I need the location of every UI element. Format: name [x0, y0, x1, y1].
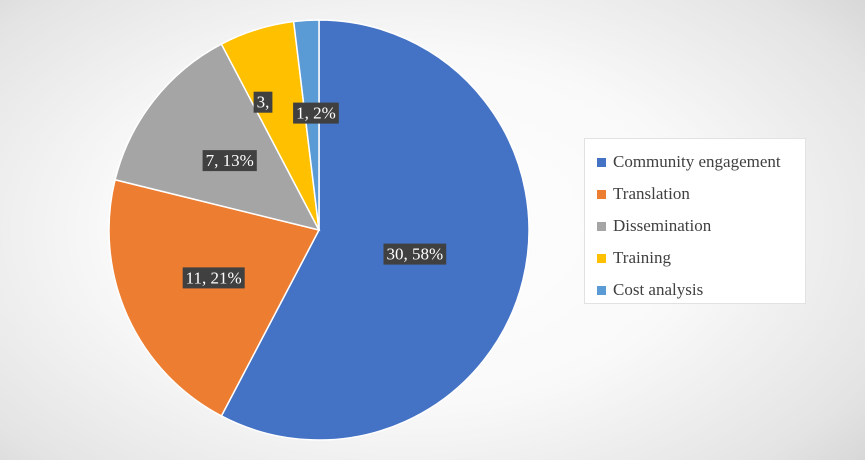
data-label-text: 1, 2% — [296, 104, 336, 123]
legend-swatch-training — [597, 253, 606, 263]
legend-label-cost-analysis: Cost analysis — [613, 280, 704, 299]
legend-swatch-dissemination — [597, 221, 606, 231]
legend: Community engagement Translation Dissemi… — [584, 138, 806, 304]
legend-item: Translation — [597, 178, 805, 210]
data-label-box — [293, 102, 339, 124]
data-label-text: 30, 58% — [386, 245, 443, 264]
legend-item: Cost analysis — [597, 274, 805, 306]
data-label-text: 7, 13% — [206, 151, 254, 170]
legend-swatch-cost-analysis — [597, 285, 606, 295]
legend-item: Training — [597, 242, 805, 274]
data-label-text: 11, 21% — [186, 268, 242, 287]
legend-label-translation: Translation — [613, 184, 690, 203]
pie-slice-cost-analysis — [292, 19, 320, 231]
pie-slice-dissemination — [114, 43, 321, 232]
pie-slice-community-engagement — [220, 19, 530, 441]
data-label-text: 3, — [257, 93, 270, 112]
data-label-box — [202, 150, 257, 172]
legend-swatch-translation — [597, 189, 606, 199]
legend-label-community-engagement: Community engagement — [613, 152, 781, 171]
pie-slice-translation — [108, 178, 321, 417]
legend-label-training: Training — [613, 248, 671, 267]
data-label-box — [383, 243, 447, 265]
data-label-training: 3, — [253, 91, 273, 113]
data-label-translation: 11, 21% — [182, 267, 245, 289]
data-label-box — [253, 91, 273, 113]
legend-item: Community engagement — [597, 146, 805, 178]
data-label-cost-analysis: 1, 2% — [293, 102, 339, 124]
legend-item: Dissemination — [597, 210, 805, 242]
data-label-dissemination: 7, 13% — [202, 150, 257, 172]
data-label-community-engagement: 30, 58% — [383, 243, 447, 265]
legend-label-dissemination: Dissemination — [613, 216, 712, 235]
legend-swatch-community-engagement — [597, 157, 606, 167]
data-label-box — [182, 267, 245, 289]
